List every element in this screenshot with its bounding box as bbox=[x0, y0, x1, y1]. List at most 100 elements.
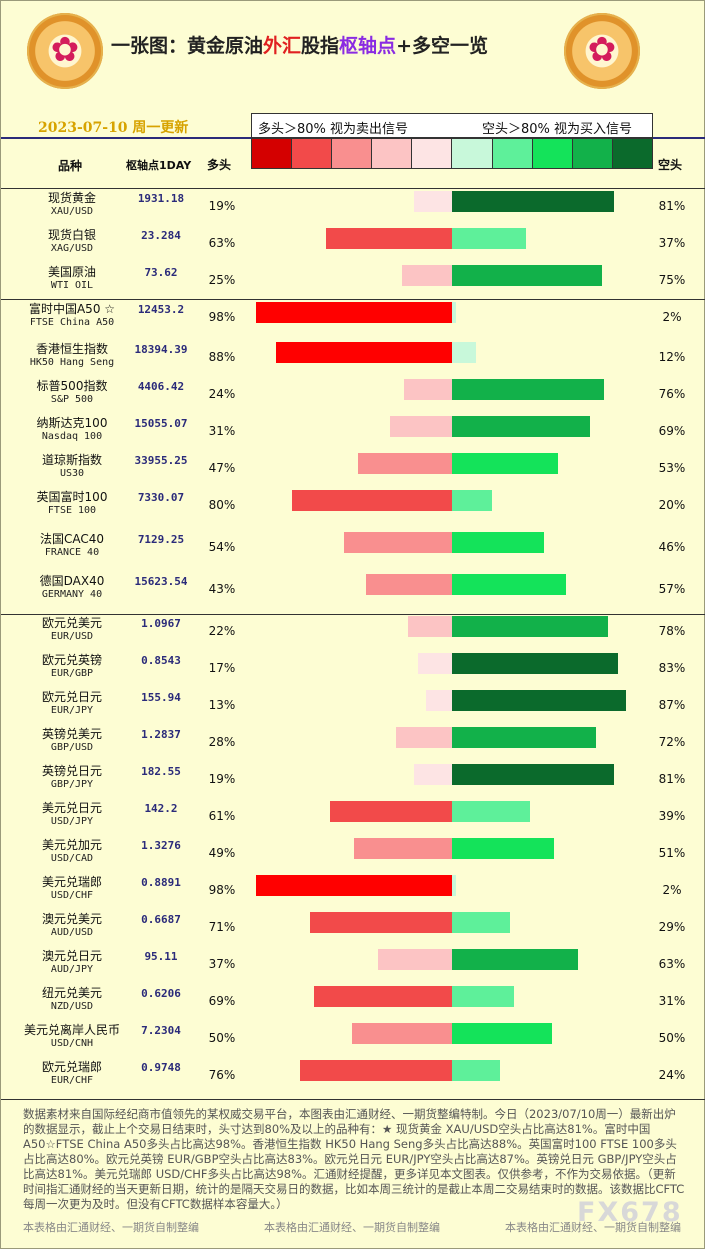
table-row: 道琼斯指数 US30 33955.25 47% 53% bbox=[1, 451, 705, 488]
table-row: 法国CAC40 FRANCE 40 7129.25 54% 46% bbox=[1, 530, 705, 567]
pivot-value: 18394.39 bbox=[134, 343, 188, 356]
pivot-value: 155.94 bbox=[141, 691, 181, 704]
pivot-value: 0.9748 bbox=[141, 1061, 181, 1074]
short-bar bbox=[452, 653, 618, 674]
short-bar bbox=[452, 191, 614, 212]
instrument-name: 欧元兑美元 bbox=[41, 616, 102, 630]
page-title: 一张图：黄金原油外汇股指枢轴点+多空一览 bbox=[111, 31, 488, 58]
short-bar bbox=[452, 342, 476, 363]
long-bar bbox=[396, 727, 452, 748]
scale-swatch bbox=[492, 139, 533, 168]
instrument-symbol: USD/CNH bbox=[50, 1038, 94, 1049]
scale-swatch bbox=[332, 139, 373, 168]
pivot-value: 142.2 bbox=[144, 802, 178, 815]
pivot-value: 95.11 bbox=[144, 950, 178, 963]
short-bar bbox=[452, 801, 530, 822]
table-row: 英镑兑日元 GBP/JPY 182.55 19% 81% bbox=[1, 762, 705, 799]
long-percent: 69% bbox=[208, 994, 236, 1008]
short-bar bbox=[452, 453, 558, 474]
long-percent: 54% bbox=[208, 540, 236, 554]
table-row: 香港恒生指数 HK50 Hang Seng 18394.39 88% 12% bbox=[1, 340, 705, 377]
long-bar bbox=[358, 453, 452, 474]
long-bar bbox=[352, 1023, 452, 1044]
color-scale bbox=[251, 138, 653, 169]
short-percent: 81% bbox=[658, 772, 686, 786]
instrument-name: 纽元兑美元 bbox=[41, 986, 102, 1000]
flower-icon: ✿ bbox=[587, 30, 617, 70]
short-percent: 46% bbox=[658, 540, 686, 554]
long-bar bbox=[292, 490, 452, 511]
long-bar bbox=[276, 342, 452, 363]
instrument-symbol: US30 bbox=[59, 468, 85, 479]
section-divider bbox=[1, 1099, 705, 1100]
short-percent: 31% bbox=[658, 994, 686, 1008]
instrument-symbol: USD/CAD bbox=[50, 853, 94, 864]
scale-swatch bbox=[412, 139, 453, 168]
long-percent: 37% bbox=[208, 957, 236, 971]
instrument-symbol: FTSE China A50 bbox=[29, 317, 115, 328]
short-bar bbox=[452, 949, 578, 970]
divider bbox=[1, 137, 255, 139]
pivot-value: 73.62 bbox=[144, 266, 178, 279]
pivot-value: 7.2304 bbox=[141, 1024, 181, 1037]
short-percent: 72% bbox=[658, 735, 686, 749]
table-row: 英镑兑美元 GBP/USD 1.2837 28% 72% bbox=[1, 725, 705, 762]
instrument-symbol: NZD/USD bbox=[50, 1001, 94, 1012]
long-bar bbox=[310, 912, 452, 933]
section-divider bbox=[1, 188, 705, 189]
signal-legend: 多头＞80% 视为卖出信号 空头＞80% 视为买入信号 bbox=[251, 113, 653, 138]
short-bar bbox=[452, 1060, 500, 1081]
instrument-name: 欧元兑英镑 bbox=[41, 653, 102, 667]
long-percent: 50% bbox=[208, 1031, 236, 1045]
scale-swatch bbox=[612, 139, 652, 168]
table-row: 欧元兑美元 EUR/USD 1.0967 22% 78% bbox=[1, 614, 705, 651]
long-bar bbox=[366, 574, 452, 595]
short-percent: 39% bbox=[658, 809, 686, 823]
long-percent: 28% bbox=[208, 735, 236, 749]
short-bar bbox=[452, 727, 596, 748]
table-row: 澳元兑日元 AUD/JPY 95.11 37% 63% bbox=[1, 947, 705, 984]
long-percent: 76% bbox=[208, 1068, 236, 1082]
pivot-value: 12453.2 bbox=[137, 303, 185, 316]
instrument-symbol: EUR/USD bbox=[50, 631, 94, 642]
disclaimer-note: 数据素材来自国际经纪商市值领先的某权威交易平台，本图表由汇通财经、一期货整编特制… bbox=[23, 1107, 685, 1211]
long-percent: 71% bbox=[208, 920, 236, 934]
instrument-symbol: FTSE 100 bbox=[47, 505, 97, 516]
instrument-symbol: HK50 Hang Seng bbox=[29, 357, 115, 368]
long-bar bbox=[414, 191, 452, 212]
instrument-name: 欧元兑瑞郎 bbox=[41, 1060, 102, 1074]
long-bar bbox=[314, 986, 452, 1007]
table-row: 欧元兑瑞郎 EUR/CHF 0.9748 76% 24% bbox=[1, 1058, 705, 1095]
short-bar bbox=[452, 764, 614, 785]
instrument-name: 澳元兑美元 bbox=[41, 912, 102, 926]
long-bar bbox=[390, 416, 452, 437]
footer: 本表格由汇通财经、一期货自制整编 本表格由汇通财经、一期货自制整编 本表格由汇通… bbox=[1, 1219, 705, 1235]
table-row: 纽元兑美元 NZD/USD 0.6206 69% 31% bbox=[1, 984, 705, 1021]
short-percent: 29% bbox=[658, 920, 686, 934]
instrument-name: 美元兑瑞郎 bbox=[41, 875, 102, 889]
instrument-symbol: EUR/CHF bbox=[50, 1075, 94, 1086]
short-bar bbox=[452, 574, 566, 595]
flower-icon: ✿ bbox=[50, 30, 80, 70]
update-date: 2023-07-10 周一更新 bbox=[38, 120, 189, 136]
instrument-name: 澳元兑日元 bbox=[41, 949, 102, 963]
divider bbox=[649, 137, 705, 139]
section-divider bbox=[1, 614, 705, 615]
short-bar bbox=[452, 379, 604, 400]
instrument-symbol: USD/JPY bbox=[50, 816, 94, 827]
short-percent: 57% bbox=[658, 582, 686, 596]
instrument-name: 香港恒生指数 bbox=[35, 342, 108, 356]
title-part: 外汇 bbox=[263, 35, 302, 57]
footer-text: 本表格由汇通财经、一期货自制整编 bbox=[505, 1221, 681, 1234]
pivot-value: 0.8543 bbox=[141, 654, 181, 667]
instrument-symbol: XAG/USD bbox=[50, 243, 94, 254]
table-row: 纳斯达克100 Nasdaq 100 15055.07 31% 69% bbox=[1, 414, 705, 451]
instrument-symbol: AUD/USD bbox=[50, 927, 94, 938]
pivot-value: 1.2837 bbox=[141, 728, 181, 741]
table-row: 美国原油 WTI OIL 73.62 25% 75% bbox=[1, 263, 705, 300]
table-row: 现货黄金 XAU/USD 1931.18 19% 81% bbox=[1, 189, 705, 226]
short-percent: 50% bbox=[658, 1031, 686, 1045]
long-bar bbox=[418, 653, 452, 674]
long-percent: 98% bbox=[208, 310, 236, 324]
pivot-value: 1931.18 bbox=[137, 192, 185, 205]
